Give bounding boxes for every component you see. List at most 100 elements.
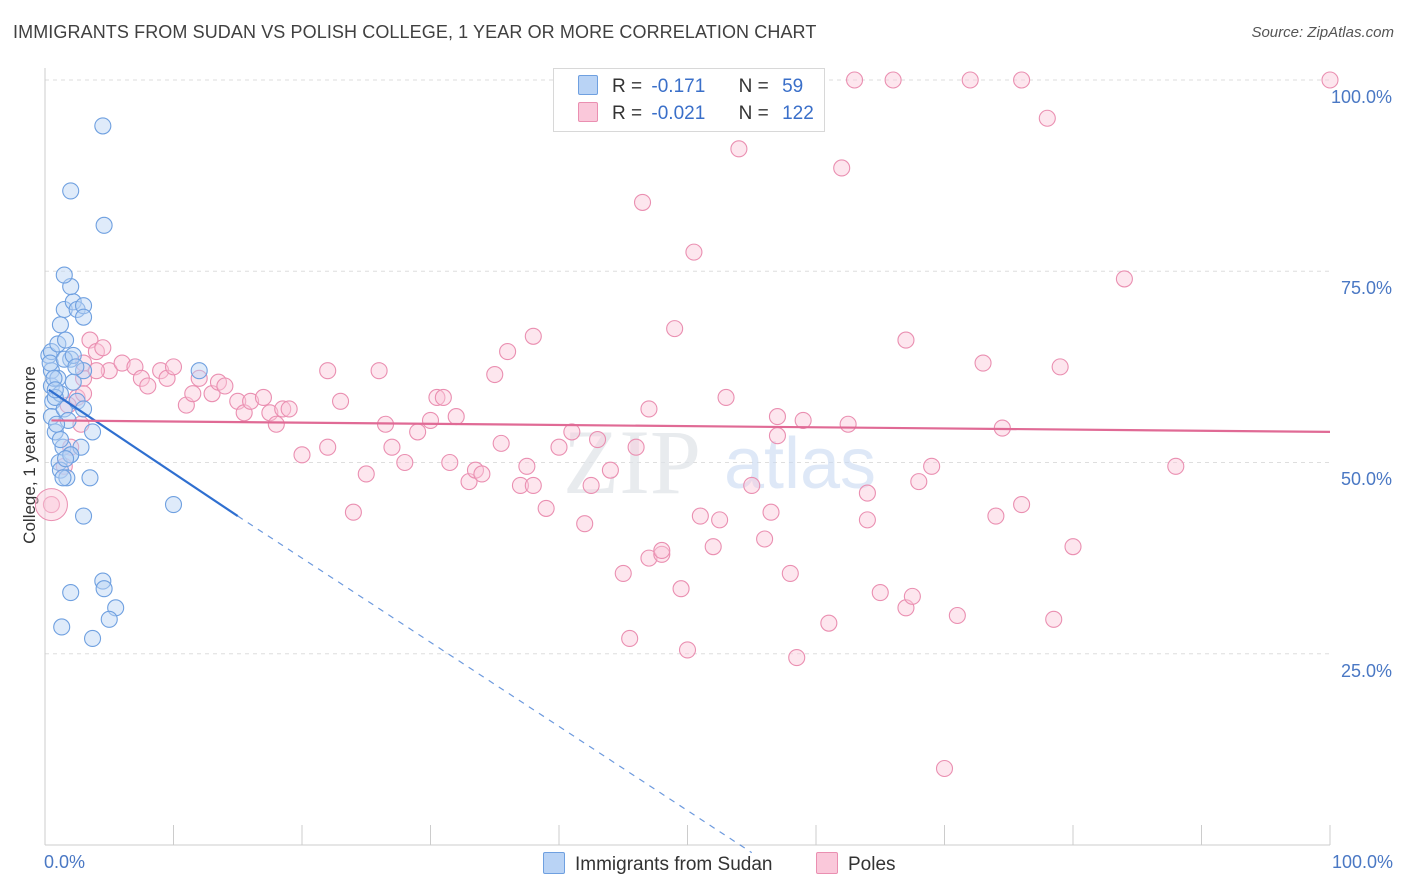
poles-point xyxy=(582,476,600,495)
legend-row-sudan: R = -0.171 N = 59 xyxy=(578,75,803,101)
poles-point xyxy=(685,243,703,261)
poles-point xyxy=(588,430,607,449)
poles-point xyxy=(139,377,157,395)
sudan-trend-extension xyxy=(237,515,753,854)
poles-point xyxy=(421,411,440,429)
y-tick-label-75: 75.0% xyxy=(1340,278,1392,298)
poles-point xyxy=(640,400,658,418)
poles-point xyxy=(524,476,542,495)
poles-point xyxy=(1167,457,1185,475)
poles-point xyxy=(858,511,876,529)
sudan-point xyxy=(51,430,69,449)
sudan-point xyxy=(83,423,102,441)
poles-point xyxy=(717,388,735,407)
poles-point xyxy=(344,503,362,521)
poles-point xyxy=(434,388,452,407)
poles-point xyxy=(1115,270,1133,288)
poles-point xyxy=(1013,496,1031,514)
legend-label-sudan: Immigrants from Sudan xyxy=(575,854,773,875)
poles-point xyxy=(441,453,459,472)
poles-point xyxy=(1321,71,1339,89)
poles-point xyxy=(666,320,684,338)
poles-point xyxy=(293,446,311,464)
sudan-point xyxy=(41,354,59,372)
poles-point xyxy=(711,511,729,529)
poles-point xyxy=(267,415,285,433)
poles-point xyxy=(164,358,183,376)
sudan-point xyxy=(48,415,66,433)
poles-point xyxy=(935,759,954,778)
poles-point xyxy=(601,461,619,479)
sudan-point xyxy=(83,629,102,648)
poles-point xyxy=(216,377,234,395)
poles-point xyxy=(1013,71,1031,89)
poles-point xyxy=(794,411,812,429)
sudan-legend-swatch xyxy=(543,852,565,874)
chart-title: IMMIGRANTS FROM SUDAN VS POLISH COLLEGE,… xyxy=(13,22,817,42)
r-value-sudan: -0.171 xyxy=(651,76,706,97)
poles-point xyxy=(409,423,427,441)
poles-point xyxy=(357,465,375,483)
r-value-poles: -0.021 xyxy=(651,103,706,124)
sudan-point xyxy=(81,469,99,487)
poles-point xyxy=(768,408,787,426)
sudan-point xyxy=(94,117,112,135)
x-tick-label-min: 0.0% xyxy=(44,852,86,872)
poles-point xyxy=(87,362,105,380)
poles-point xyxy=(100,362,118,380)
poles-point xyxy=(768,427,787,445)
sudan-point xyxy=(75,308,93,326)
y-tick-label-100: 100.0% xyxy=(1330,87,1392,107)
sudan-point xyxy=(75,507,93,525)
sudan-point xyxy=(57,450,75,468)
n-value-poles: 122 xyxy=(782,103,814,124)
sudan-point xyxy=(100,610,118,628)
poles-point xyxy=(524,327,542,345)
poles-point xyxy=(633,193,652,211)
poles-point xyxy=(1038,109,1056,127)
sudan-trend-line xyxy=(48,388,239,517)
poles-point xyxy=(987,507,1005,525)
axes xyxy=(44,68,1331,846)
poles-point xyxy=(839,415,857,433)
poles-point xyxy=(94,339,112,357)
sudan-point xyxy=(75,362,93,380)
sudan-point xyxy=(62,583,80,602)
poles-swatch xyxy=(578,102,598,122)
poles-point-large xyxy=(34,488,68,522)
sudan-point xyxy=(58,469,76,487)
x-tick-label-max: 100.0% xyxy=(1331,852,1393,872)
poles-point xyxy=(730,140,748,158)
poles-point xyxy=(781,564,799,582)
poles-point xyxy=(788,649,806,667)
sudan-point xyxy=(67,358,85,376)
poles-point xyxy=(319,438,337,456)
stats-legend: R = -0.171 N = 59 R = -0.021 N = 122 xyxy=(553,68,825,132)
poles-point xyxy=(280,400,298,418)
poles-point xyxy=(563,423,581,441)
sudan-point xyxy=(95,216,113,234)
poles-point xyxy=(961,71,979,89)
poles-point xyxy=(897,331,915,349)
poles-point xyxy=(1051,358,1069,376)
watermark-atlas: atlas xyxy=(724,424,876,504)
poles-point xyxy=(537,499,555,517)
legend-label-poles: Poles xyxy=(848,854,896,875)
poles-point xyxy=(492,434,510,452)
r-label: R = xyxy=(612,103,643,124)
y-tick-label-50: 50.0% xyxy=(1340,469,1392,489)
poles-point xyxy=(871,583,889,602)
legend-item-poles: Poles xyxy=(816,852,896,876)
poles-point xyxy=(653,541,671,560)
poles-point xyxy=(511,476,530,495)
poles-point xyxy=(910,473,928,491)
poles-trend-line xyxy=(51,419,1331,433)
sudan-point xyxy=(51,316,69,334)
poles-point xyxy=(42,496,60,514)
sudan-point xyxy=(49,335,67,353)
poles-point xyxy=(518,457,536,475)
poles-point xyxy=(447,408,465,426)
sudan-point xyxy=(46,381,64,399)
poles-point xyxy=(948,606,966,625)
sudan-point xyxy=(54,469,72,487)
